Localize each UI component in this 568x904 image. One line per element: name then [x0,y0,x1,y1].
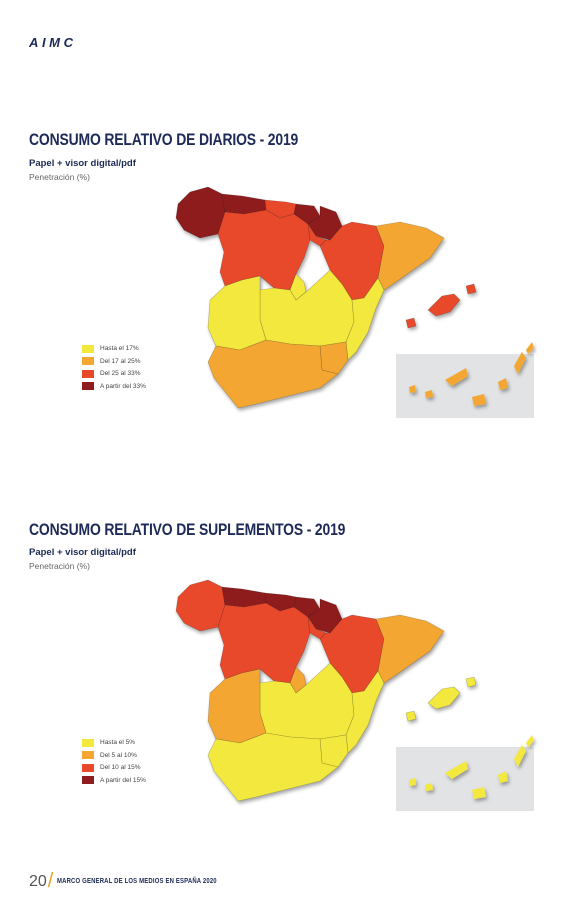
legend-label: Del 10 al 15% [100,764,141,771]
spain-map-diarios [175,186,534,418]
region-murcia [319,734,349,768]
canary-inset-box [396,354,534,418]
logo-text: AIMC [29,35,74,49]
region-andalucia [207,339,339,409]
legend-label: A partir del 15% [100,776,146,784]
region-valencia [345,277,385,361]
region-galicia [175,579,226,632]
metric-suplementos: Penetración (%) [29,561,90,571]
legend-swatch [82,776,94,784]
subtitle-diarios: Papel + visor digital/pdf [29,158,136,169]
legend-item: A partir del 33% [82,381,146,392]
aimc-logo: AIMC [29,35,74,49]
legend-diarios: Hasta el 17% Del 17 al 25% Del 25 al 33%… [82,343,146,393]
legend-swatch [82,382,94,390]
page-number: 20 [29,872,47,890]
region-valencia [345,670,385,754]
legend-item: Hasta el 17% [82,343,146,354]
region-baleares [405,676,477,722]
legend-label: Hasta el 5% [100,739,136,746]
footer-title: MARCO GENERAL DE LOS MEDIOS EN ESPAÑA 20… [57,878,218,885]
canary-inset-box [396,747,534,811]
legend-item: Del 25 al 33% [82,368,146,379]
legend-swatch [82,738,94,747]
section-title-diarios: CONSUMO RELATIVO DE DIARIOS - 2019 [29,130,299,149]
region-extremadura [207,668,267,744]
legend-swatch [82,763,94,772]
legend-swatch [82,357,94,365]
map-regions [175,186,477,409]
region-extremadura [207,275,267,351]
subtitle-suplementos: Papel + visor digital/pdf [29,547,136,558]
region-cataluna [375,221,445,291]
legend-label: Del 25 al 33% [100,370,141,377]
legend-item: A partir del 15% [82,775,146,786]
legend-label: A partir del 33% [100,382,146,390]
region-murcia [319,341,349,375]
legend-suplementos: Hasta el 5% Del 5 al 10% Del 10 al 15% A… [82,737,146,787]
legend-item: Del 10 al 15% [82,762,146,773]
map-regions [175,579,477,802]
metric-diarios: Penetración (%) [29,172,90,182]
region-baleares [405,283,477,329]
footer-slash: / [47,870,54,892]
legend-item: Hasta el 5% [82,737,146,748]
legend-item: Del 17 al 25% [82,356,146,367]
page-footer: 20 / MARCO GENERAL DE LOS MEDIOS EN ESPA… [29,870,245,893]
legend-swatch [82,369,94,378]
region-cataluna [375,614,445,684]
legend-item: Del 5 al 10% [82,750,146,761]
legend-label: Del 17 al 25% [100,357,141,365]
legend-label: Del 5 al 10% [100,751,137,759]
region-andalucia [207,732,339,802]
spain-map-suplementos [175,579,534,811]
region-galicia [175,186,226,239]
region-navarra [307,205,343,241]
legend-swatch [82,344,94,353]
legend-swatch [82,751,94,759]
region-navarra [307,598,343,634]
legend-label: Hasta el 17% [100,345,139,352]
section-title-suplementos: CONSUMO RELATIVO DE SUPLEMENTOS - 2019 [29,520,346,539]
